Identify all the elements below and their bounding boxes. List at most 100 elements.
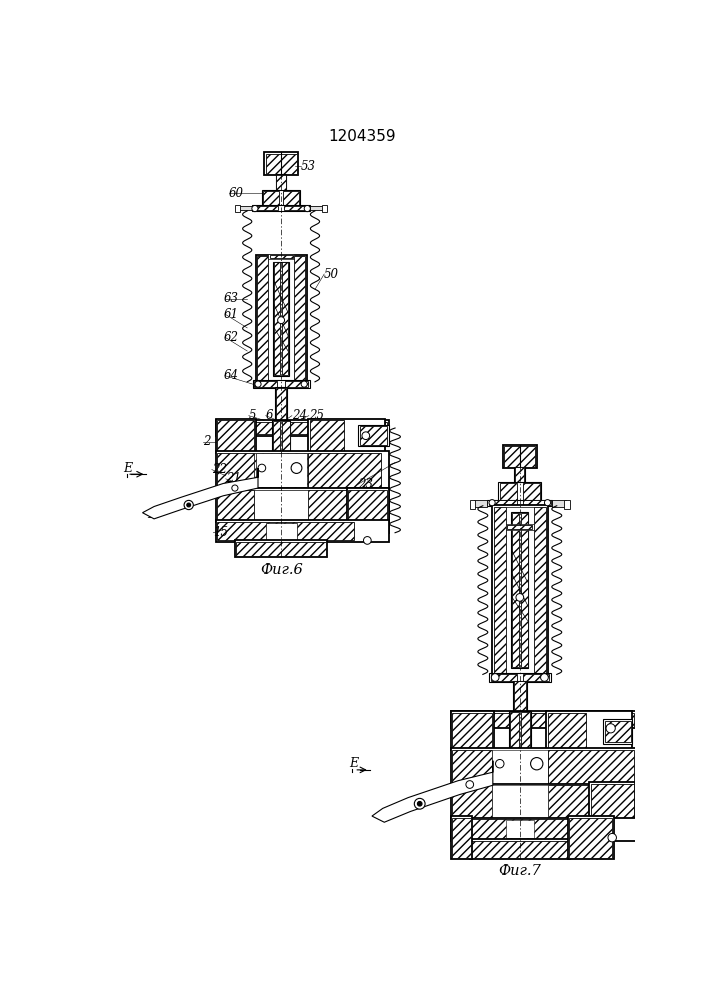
Polygon shape: [217, 490, 254, 520]
Polygon shape: [310, 420, 344, 451]
Polygon shape: [269, 255, 293, 258]
Polygon shape: [360, 426, 387, 445]
Polygon shape: [512, 513, 519, 667]
Polygon shape: [266, 154, 281, 174]
Polygon shape: [492, 750, 547, 784]
Text: 62: 62: [223, 331, 238, 344]
Polygon shape: [143, 468, 258, 519]
Polygon shape: [273, 421, 281, 458]
Text: 24: 24: [292, 409, 307, 422]
Polygon shape: [552, 500, 566, 507]
Polygon shape: [264, 191, 279, 205]
Polygon shape: [500, 483, 517, 500]
Polygon shape: [509, 711, 530, 755]
Polygon shape: [520, 513, 527, 667]
Circle shape: [187, 503, 191, 507]
Polygon shape: [450, 818, 643, 841]
Text: 61: 61: [223, 308, 238, 321]
Polygon shape: [217, 453, 254, 488]
Text: 5: 5: [249, 409, 256, 422]
Polygon shape: [513, 681, 527, 714]
Polygon shape: [216, 520, 389, 542]
Circle shape: [301, 381, 308, 387]
Circle shape: [414, 798, 425, 809]
Polygon shape: [515, 466, 525, 483]
Polygon shape: [253, 206, 278, 210]
Polygon shape: [235, 540, 327, 557]
Polygon shape: [281, 154, 296, 174]
Circle shape: [417, 801, 422, 806]
Polygon shape: [547, 785, 633, 818]
Polygon shape: [452, 750, 492, 784]
Polygon shape: [372, 761, 493, 822]
Polygon shape: [469, 839, 570, 859]
Polygon shape: [252, 380, 310, 388]
Polygon shape: [450, 816, 472, 859]
Polygon shape: [523, 674, 549, 681]
Polygon shape: [256, 453, 307, 487]
Polygon shape: [503, 445, 537, 468]
Polygon shape: [504, 446, 520, 466]
Polygon shape: [511, 512, 528, 668]
Circle shape: [466, 781, 474, 788]
Polygon shape: [588, 713, 633, 727]
Polygon shape: [310, 206, 324, 210]
Text: E: E: [349, 757, 358, 770]
Polygon shape: [282, 262, 288, 375]
Polygon shape: [308, 490, 381, 520]
Polygon shape: [487, 500, 552, 506]
Polygon shape: [282, 421, 290, 458]
Polygon shape: [474, 500, 487, 507]
Polygon shape: [506, 507, 534, 673]
Polygon shape: [346, 488, 389, 533]
Polygon shape: [603, 719, 632, 744]
Circle shape: [252, 205, 258, 212]
Polygon shape: [308, 422, 345, 434]
Polygon shape: [506, 524, 534, 530]
Polygon shape: [345, 422, 387, 434]
Polygon shape: [216, 419, 256, 453]
Text: 6: 6: [266, 409, 273, 422]
Polygon shape: [284, 191, 299, 205]
Polygon shape: [508, 525, 532, 529]
Text: 22: 22: [212, 463, 227, 476]
Polygon shape: [589, 782, 636, 831]
Polygon shape: [547, 713, 588, 727]
Polygon shape: [235, 205, 240, 212]
Circle shape: [255, 381, 261, 387]
Polygon shape: [492, 785, 547, 818]
Circle shape: [184, 500, 193, 510]
Polygon shape: [216, 488, 389, 522]
Polygon shape: [498, 482, 542, 501]
Text: 1204359: 1204359: [328, 129, 396, 144]
Polygon shape: [450, 711, 493, 750]
Polygon shape: [216, 451, 389, 490]
Polygon shape: [523, 500, 551, 505]
Polygon shape: [492, 713, 547, 727]
Polygon shape: [450, 784, 643, 819]
Text: 25: 25: [309, 409, 324, 422]
Text: 19: 19: [146, 508, 161, 521]
Circle shape: [278, 317, 284, 324]
Polygon shape: [358, 425, 389, 446]
Polygon shape: [452, 713, 492, 727]
Polygon shape: [547, 750, 633, 784]
Polygon shape: [268, 254, 294, 259]
Text: 21: 21: [226, 472, 240, 485]
Circle shape: [516, 594, 524, 601]
Text: 63: 63: [223, 292, 238, 305]
Polygon shape: [268, 256, 294, 380]
Polygon shape: [569, 818, 612, 858]
Polygon shape: [510, 712, 519, 754]
Text: 2: 2: [203, 435, 210, 448]
Polygon shape: [217, 522, 354, 540]
Polygon shape: [348, 490, 387, 531]
Polygon shape: [520, 712, 525, 720]
Polygon shape: [217, 422, 254, 434]
Polygon shape: [515, 712, 519, 720]
Polygon shape: [493, 507, 506, 673]
Polygon shape: [452, 713, 492, 748]
Polygon shape: [264, 152, 298, 175]
Polygon shape: [450, 711, 643, 728]
Circle shape: [304, 205, 310, 212]
